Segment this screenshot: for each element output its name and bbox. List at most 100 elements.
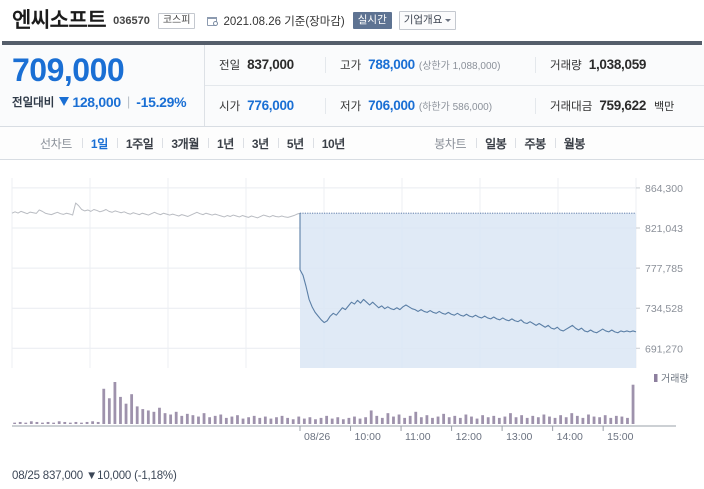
- tab-period-1d[interactable]: 1일: [82, 135, 117, 152]
- calendar-search-icon: [207, 15, 219, 27]
- volume-bar: [124, 403, 128, 424]
- price-change-row: 전일대비 128,000 | -15.29%: [12, 94, 204, 110]
- current-price: 709,000: [12, 52, 125, 88]
- volume-bar: [68, 422, 72, 424]
- volume-bar: [626, 417, 629, 424]
- volume-bar: [397, 414, 401, 424]
- volume-bar: [386, 413, 390, 424]
- quote-date-text: 2021.08.26 기준(장마감): [223, 15, 345, 28]
- volume-bar: [18, 421, 22, 424]
- volume-bar: [614, 415, 618, 424]
- header-accent-rule: [2, 41, 702, 45]
- line-chart-title: 선차트: [40, 136, 72, 151]
- volume-bar: [107, 398, 111, 424]
- volume-bar: [63, 421, 67, 424]
- volume-bar: [336, 417, 340, 424]
- volume-legend-swatch: [654, 374, 658, 382]
- company-overview-dropdown[interactable]: 기업개요: [398, 11, 457, 30]
- y-axis-label: 691,270: [645, 343, 683, 355]
- tab-candle-monthly[interactable]: 월봉: [555, 135, 594, 152]
- tab-period-10y[interactable]: 10년: [313, 135, 354, 152]
- volume-bar: [308, 417, 312, 424]
- stats-row-top: 전일 837,000 고가 788,000 (상한가 1,088,000) 거래…: [205, 45, 704, 86]
- volume-bar: [258, 417, 262, 424]
- tab-period-3y[interactable]: 3년: [243, 135, 278, 152]
- stat-volume-key: 거래량: [550, 60, 582, 72]
- volume-bar: [408, 415, 412, 424]
- volume-bar: [46, 421, 50, 424]
- y-axis-label: 821,043: [645, 223, 683, 235]
- stats-block: 전일 837,000 고가 788,000 (상한가 1,088,000) 거래…: [205, 45, 704, 126]
- price-change-label: 전일대비: [12, 96, 55, 109]
- volume-bar: [520, 415, 524, 424]
- tab-period-3m[interactable]: 3개월: [162, 135, 208, 152]
- x-axis-label: 15:00: [607, 431, 633, 443]
- volume-bar: [191, 415, 195, 424]
- tab-period-1y[interactable]: 1년: [208, 135, 243, 152]
- x-axis-label: 10:00: [355, 431, 381, 443]
- stat-turnover-unit: 백만: [654, 101, 675, 113]
- volume-bar: [197, 416, 200, 424]
- volume-bar: [570, 413, 574, 424]
- volume-bar: [269, 418, 273, 424]
- page-header: 엔씨소프트 036570 코스피 2021.08.26 기준(장마감) 실시간 …: [0, 0, 704, 41]
- volume-bar: [230, 416, 234, 424]
- today-session-shading: [300, 213, 636, 368]
- volume-bar: [291, 419, 295, 424]
- volume-bar: [202, 413, 206, 424]
- volume-bar: [135, 406, 139, 424]
- volume-bar: [29, 421, 33, 424]
- x-axis-label: 13:00: [506, 431, 532, 443]
- volume-bar: [247, 417, 251, 424]
- tab-candle-daily[interactable]: 일봉: [476, 135, 515, 152]
- stat-volume: 거래량 1,038,059: [535, 57, 704, 73]
- volume-bar: [347, 417, 351, 424]
- y-axis-label: 864,300: [645, 183, 683, 195]
- volume-bar: [587, 414, 590, 424]
- volume-bar: [35, 421, 39, 424]
- stat-turnover: 거래대금 759,622 백만: [535, 98, 704, 114]
- volume-bar: [470, 416, 473, 424]
- chart-footer: 08/25 837,000 ▼10,000 (-1,18%): [0, 463, 704, 489]
- stat-high: 고가 788,000 (상한가 1,088,000): [325, 57, 535, 73]
- volume-bar: [146, 410, 150, 424]
- company-overview-label: 기업개요: [403, 14, 443, 27]
- volume-bar: [503, 416, 507, 424]
- line-chart-tab-group: 선차트 1일 1주일 3개월 1년 3년 5년 10년: [0, 127, 354, 159]
- tab-period-1w[interactable]: 1주일: [117, 135, 163, 152]
- volume-bar: [575, 415, 579, 424]
- volume-bar: [419, 417, 423, 424]
- x-axis-label: 14:00: [557, 431, 583, 443]
- price-chart[interactable]: 864,300 821,043 777,785 734,528 691,270 거래량 08…: [0, 160, 704, 482]
- volume-bar: [13, 422, 17, 424]
- volume-bar: [425, 415, 429, 424]
- tab-candle-weekly[interactable]: 주봉: [515, 135, 554, 152]
- volume-bar: [475, 418, 479, 424]
- volume-bar: [497, 417, 501, 424]
- market-badge: 코스피: [157, 12, 196, 29]
- volume-bar: [564, 417, 568, 424]
- chart-tabs-bar: 선차트 1일 1주일 3개월 1년 3년 5년 10년 봉차트 일봉 주봉 월봉: [0, 127, 704, 160]
- volume-bar: [314, 419, 317, 424]
- volume-bar: [603, 415, 607, 424]
- volume-bar: [631, 384, 635, 424]
- realtime-badge[interactable]: 실시간: [352, 12, 392, 29]
- volume-bar: [286, 417, 290, 424]
- volume-bar: [458, 417, 462, 424]
- volume-bar: [119, 396, 122, 424]
- volume-bar: [57, 421, 61, 424]
- volume-bar: [414, 411, 418, 424]
- tab-period-5y[interactable]: 5년: [278, 135, 313, 152]
- volume-bar: [169, 414, 173, 424]
- y-axis-label: 777,785: [645, 263, 683, 275]
- chart-canvas[interactable]: 864,300 821,043 777,785 734,528 691,270 거래량 08…: [0, 160, 704, 482]
- volume-bar: [609, 417, 613, 424]
- volume-bar: [431, 417, 434, 424]
- volume-bar: [102, 388, 106, 424]
- stock-name: 엔씨소프트: [12, 9, 107, 32]
- volume-bar: [152, 411, 156, 424]
- volume-bar: [481, 415, 485, 424]
- candle-chart-tab-group: 봉차트 일봉 주봉 월봉: [424, 127, 704, 159]
- volume-bar: [141, 409, 145, 424]
- volume-bar: [330, 418, 334, 424]
